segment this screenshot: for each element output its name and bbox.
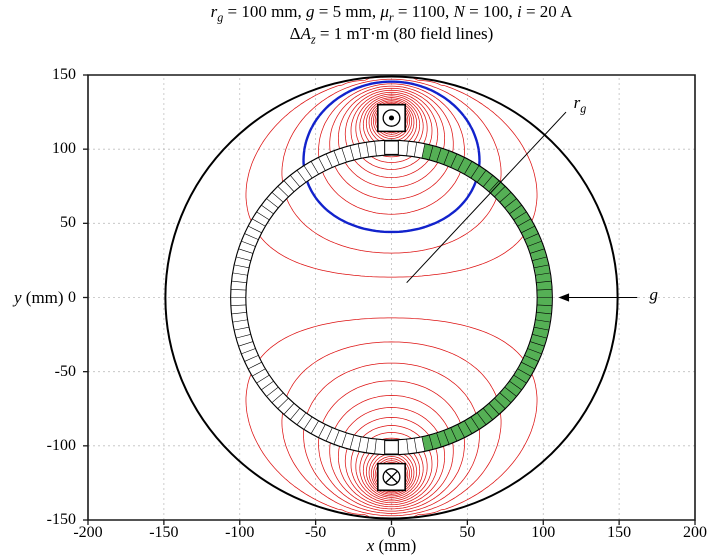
y-tick-label: 0	[68, 288, 76, 306]
rg-leader-line	[407, 112, 566, 283]
x-tick-label: 150	[607, 524, 632, 541]
x-tick-label: -150	[149, 524, 179, 541]
axis-ticks	[83, 75, 695, 525]
y-axis-label: y (mm)	[14, 287, 64, 307]
g-arrow-head	[558, 293, 570, 302]
ring-outer-border	[231, 140, 553, 454]
x-tick-label: 50	[459, 524, 476, 541]
annotation-rg-label: rg	[573, 93, 587, 116]
current-out-dot-icon	[388, 115, 395, 121]
chart-subtitle: ΔAz = 1 mT·m (80 field lines)	[289, 24, 494, 47]
ring-inner-border	[246, 155, 537, 440]
y-tick-label: -150	[46, 511, 76, 528]
y-tick-label: 150	[52, 66, 76, 83]
y-tick-label: -100	[46, 436, 76, 454]
plot-canvas	[88, 75, 695, 520]
x-tick-label: -50	[304, 524, 327, 541]
gap-block-bottom	[385, 441, 399, 454]
y-tick-label: 50	[60, 214, 76, 232]
x-tick-label: 200	[683, 524, 707, 541]
annotation-lines	[407, 112, 638, 302]
current-in-cross-icon	[386, 471, 398, 483]
coil-symbols	[378, 105, 405, 491]
y-tick-label: -50	[54, 362, 76, 380]
plot-world	[83, 75, 695, 525]
x-tick-label: 0	[387, 524, 396, 541]
annotation-g-label: g	[649, 284, 658, 304]
x-axis-label: x (mm)	[366, 536, 417, 555]
x-tick-label: 100	[531, 524, 556, 541]
chart-title: rg = 100 mm, g = 5 mm, μr = 1100, N = 10…	[210, 2, 573, 25]
core-ring	[231, 140, 553, 454]
x-tick-label: -100	[225, 524, 255, 541]
gap-block-top	[385, 141, 399, 154]
ring-hatch	[231, 141, 553, 454]
y-tick-label: 100	[52, 140, 76, 158]
x-tick-label: -200	[73, 524, 103, 541]
